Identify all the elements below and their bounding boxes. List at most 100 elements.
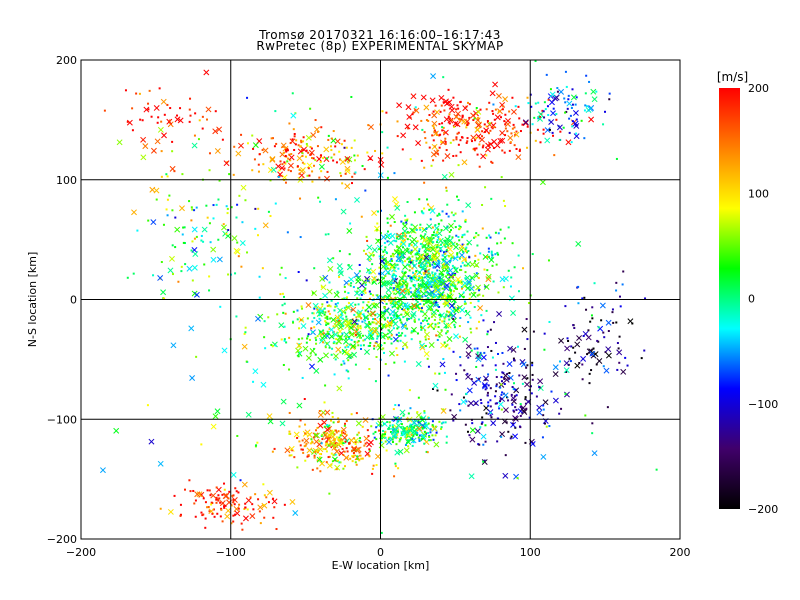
data-point-dot [558, 139, 561, 142]
data-point-dot [316, 426, 319, 429]
data-point-dot [585, 74, 588, 77]
data-point-dot [364, 291, 367, 294]
cross-stroke [214, 148, 221, 154]
cross-stroke [333, 322, 340, 329]
cross-stroke [481, 459, 488, 466]
data-point-cross [565, 139, 572, 146]
cross-stroke [196, 491, 203, 498]
data-point-dot [494, 390, 497, 393]
data-point-cross [427, 304, 434, 311]
cross-stroke [306, 431, 313, 438]
data-point-dot [326, 157, 329, 160]
data-point-dot [465, 400, 468, 403]
data-point-cross [169, 255, 175, 262]
data-point-dot [406, 258, 409, 261]
cross-stroke [193, 291, 200, 298]
data-point-dot [421, 211, 424, 214]
data-point-cross [340, 426, 347, 433]
data-point-cross [167, 508, 174, 515]
data-point-dot [419, 234, 422, 237]
data-point-dot [515, 394, 518, 397]
data-point-dot [463, 369, 466, 372]
data-point-dot [347, 264, 350, 267]
data-point-cross [444, 259, 450, 266]
data-point-dot [479, 252, 482, 255]
cross-stroke [329, 440, 336, 447]
data-point-dot [461, 136, 464, 139]
data-point-dot [453, 220, 456, 223]
data-point-dot [254, 445, 257, 448]
data-point-dot [504, 134, 507, 137]
data-point-dot [512, 382, 515, 385]
cross-stroke [281, 174, 288, 181]
data-point-dot [138, 92, 141, 95]
data-point-cross [326, 431, 333, 438]
data-point-dot [366, 239, 369, 242]
data-point-dot [475, 327, 478, 330]
data-point-dot [400, 286, 403, 289]
data-point-dot [443, 288, 446, 291]
data-point-dot [383, 342, 386, 345]
data-point-dot [452, 214, 455, 217]
data-point-dot [445, 248, 448, 251]
data-point-dot [400, 423, 403, 426]
data-point-dot [622, 270, 625, 273]
data-point-dot [537, 117, 540, 120]
data-point-dot [545, 73, 548, 76]
data-point-dot [438, 305, 441, 308]
data-point-cross [316, 456, 323, 463]
data-point-dot [424, 421, 427, 424]
data-point-cross [497, 108, 503, 115]
data-point-dot [307, 454, 310, 457]
data-point-dot [409, 261, 412, 264]
cross-stroke [497, 401, 504, 408]
data-point-dot [560, 407, 563, 410]
data-point-cross [387, 239, 394, 246]
cross-stroke [341, 434, 348, 441]
data-point-dot [513, 266, 516, 269]
cross-stroke [450, 312, 457, 319]
data-point-dot [393, 314, 396, 317]
data-point-cross [481, 459, 488, 466]
cross-stroke [455, 276, 462, 283]
data-point-cross [399, 287, 406, 294]
data-point-dot [171, 209, 174, 212]
data-point-dot [386, 252, 389, 255]
data-point-dot [356, 297, 359, 300]
data-point-dot [386, 421, 389, 424]
cross-stroke [414, 287, 421, 294]
data-point-dot [486, 120, 489, 123]
data-point-dot [588, 80, 591, 83]
data-point-dot [364, 319, 367, 322]
cross-stroke [486, 121, 493, 128]
data-point-dot [388, 299, 391, 302]
data-point-dot [519, 414, 522, 417]
data-point-dot [269, 159, 272, 162]
data-point-dot [455, 379, 458, 382]
data-point-dot [217, 238, 220, 241]
data-point-cross [362, 314, 369, 321]
data-point-dot [423, 288, 426, 291]
cross-stroke [345, 319, 352, 326]
data-point-dot [251, 503, 254, 506]
data-point-dot [422, 271, 425, 274]
cross-stroke [496, 311, 503, 317]
data-point-dot [414, 283, 417, 286]
data-point-dot [341, 297, 344, 300]
data-point-dot [189, 490, 192, 493]
data-point-dot [338, 276, 341, 279]
data-point-dot [509, 437, 512, 440]
data-point-dot [202, 513, 205, 516]
data-point-dot [591, 317, 594, 320]
data-point-cross [421, 242, 428, 249]
data-point-dot [402, 414, 405, 417]
data-point-dot [438, 291, 441, 294]
data-point-dot [572, 324, 575, 327]
data-point-dot [587, 329, 590, 332]
data-point-dot [446, 343, 449, 346]
data-point-dot [618, 335, 621, 338]
data-point-dot [596, 339, 599, 342]
data-point-dot [478, 320, 481, 323]
cross-stroke [167, 267, 174, 274]
data-point-dot [445, 441, 448, 444]
